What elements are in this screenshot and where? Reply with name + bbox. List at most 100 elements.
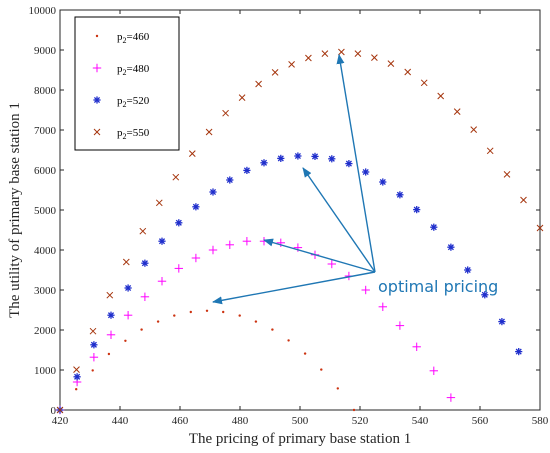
data-point [328,155,336,163]
x-tick-label: 520 [352,415,369,427]
data-point [453,108,461,115]
y-tick-label: 3000 [34,285,57,297]
data-point [486,147,494,155]
data-point [222,310,225,314]
data-point [352,408,356,412]
data-point [140,328,143,331]
data-point [536,224,544,232]
legend-marker [92,63,102,73]
axis-ticks: 420 440 460 480 500 520 540 560 580 0 1000 2000 3000… [29,5,549,427]
y-tick-label: 5000 [34,205,57,217]
data-point [191,253,201,263]
data-point [243,166,251,174]
y-tick-label: 7000 [34,125,57,137]
data-point [354,50,362,57]
data-point [205,309,209,312]
data-point [379,178,387,186]
data-point [437,92,445,100]
data-point [320,368,323,371]
data-point [106,330,116,339]
data-point [287,339,290,342]
legend-box [74,16,180,151]
legend-label: p2=520 [117,95,150,109]
data-point [172,173,180,181]
data-point [122,258,130,266]
y-tick-label: 4000 [34,245,57,257]
data-point [404,68,412,76]
data-point [378,302,387,311]
data-point [192,203,200,211]
data-point [124,284,132,292]
data-point [226,176,234,184]
data-point [156,320,160,323]
data-point [396,191,404,199]
x-tick-label: 540 [412,415,429,427]
data-point [174,264,183,273]
data-point [447,243,455,251]
x-tick-label: 560 [472,415,489,427]
data-point [430,223,438,231]
data-point [303,352,307,355]
annotation-text: optimal pricing [378,277,498,296]
x-tick-label: 480 [232,415,249,427]
x-tick-label: 440 [112,415,129,427]
data-point [387,60,395,67]
data-point [362,168,370,176]
data-point [173,314,176,317]
data-point [327,259,336,269]
data-point [106,291,114,299]
legend-label: p2=460 [117,31,150,45]
data-point [155,199,163,207]
x-tick-label: 500 [292,415,309,427]
data-point [361,285,370,295]
series-3 [56,152,523,414]
legend-marker [93,128,101,136]
data-point [255,80,262,88]
data-point [91,369,94,372]
y-tick-label: 10000 [29,5,57,17]
y-axis-label: The utility of primary base station 1 [7,102,23,318]
data-point [520,196,527,204]
legend-label: p2=550 [117,127,150,141]
data-point [141,259,149,267]
data-point [139,227,147,235]
data-point [89,327,97,335]
x-tick-label: 580 [532,415,549,427]
data-point [429,366,438,375]
data-point [238,94,246,101]
data-point [276,238,285,247]
data-point [75,388,78,391]
x-tick-label: 420 [52,415,69,427]
data-point [311,152,319,160]
data-point [277,154,285,162]
x-axis-label: The pricing of primary base station 1 [189,431,411,447]
data-point [107,352,111,356]
legend-marker [95,34,99,38]
data-point [140,292,150,301]
data-point [242,237,252,246]
data-point [481,291,489,299]
data-point [73,373,81,381]
annotation-arrow [212,271,376,305]
data-point [420,79,428,87]
data-point [294,152,302,160]
annotation-layer: optimal pricing [212,53,498,305]
data-point [288,61,295,68]
data-point [90,341,98,349]
data-point [73,366,80,373]
annotation-arrow [302,167,376,273]
data-point [222,109,229,117]
data-point [498,318,506,326]
data-point [209,188,217,196]
legend: p2=460 p2=480 p2=520 p2=550 [74,16,180,151]
y-tick-label: 1000 [34,365,57,377]
data-point [205,128,213,136]
data-point [175,219,183,227]
data-point [56,406,64,414]
y-tick-label: 8000 [34,85,57,97]
data-point [124,339,127,342]
y-tick-label: 0 [51,405,57,417]
data-point [157,277,167,286]
data-point [107,311,115,319]
